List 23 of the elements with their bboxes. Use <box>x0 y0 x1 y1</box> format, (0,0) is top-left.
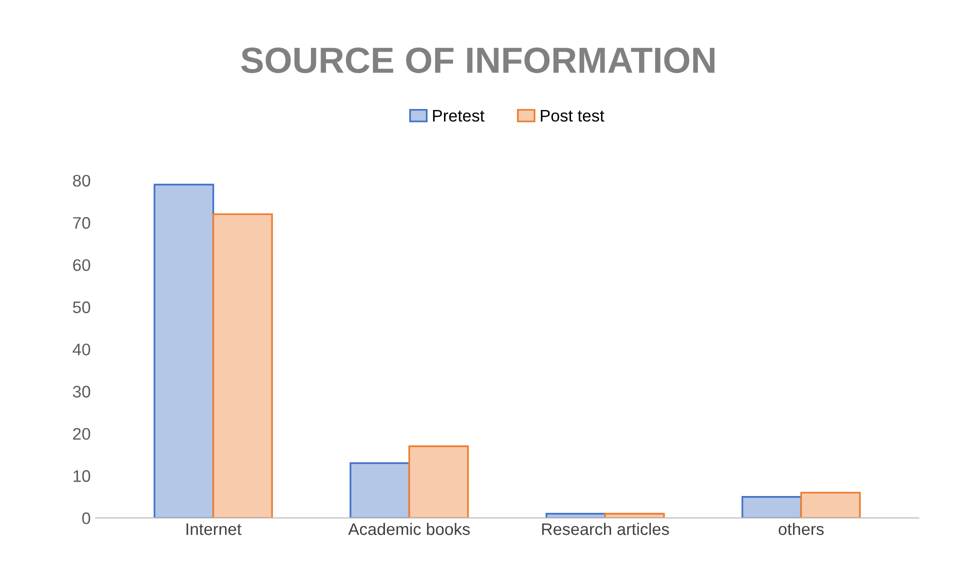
y-tick-label: 80 <box>73 174 90 187</box>
y-tick-label: 60 <box>73 259 90 272</box>
y-tick-label: 50 <box>72 301 90 314</box>
y-tick-label: 40 <box>72 344 90 356</box>
x-tick-label: Internet <box>186 523 242 536</box>
y-tick-label: 20 <box>73 428 90 440</box>
bar <box>800 492 861 518</box>
legend-label: Post test <box>540 110 604 122</box>
bar <box>408 445 469 518</box>
y-tick-label: 30 <box>72 386 90 398</box>
legend-label: Pretest <box>433 110 484 122</box>
bar <box>604 512 665 518</box>
y-tick-label: 70 <box>73 217 90 229</box>
bar <box>212 213 273 518</box>
x-tick-label: others <box>778 522 824 536</box>
bar <box>154 184 214 518</box>
y-tick-label: 0 <box>82 512 90 524</box>
x-tick-label: Academic books <box>348 522 470 536</box>
bar <box>742 496 802 518</box>
x-tick-label: Research articles <box>542 522 669 536</box>
chart-title: SOURCE OF INFORMATION <box>241 48 714 74</box>
y-tick-label: 10 <box>74 470 90 482</box>
bar <box>350 462 410 518</box>
